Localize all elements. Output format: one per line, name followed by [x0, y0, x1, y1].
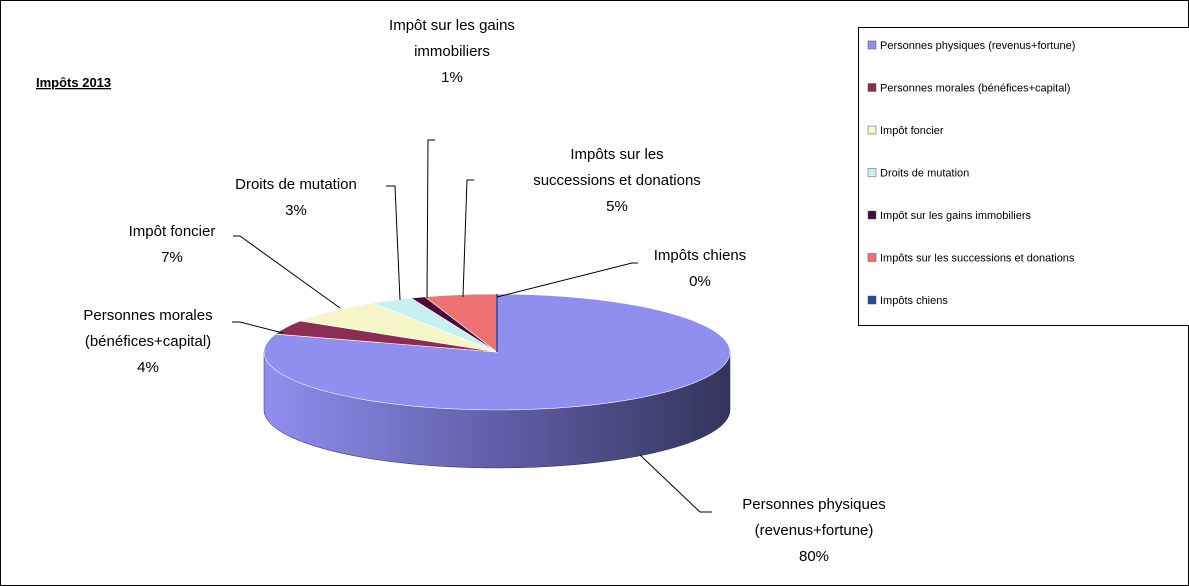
legend-label: Impôt foncier: [880, 125, 944, 137]
data-label-name: Impôts sur les successions et donations: [533, 146, 701, 189]
data-label-name: Impôt foncier: [128, 223, 216, 240]
leader-line: [639, 454, 712, 513]
data-label: Personnes physiques (revenus+fortune) 80%: [729, 492, 899, 570]
legend-swatch: [867, 168, 877, 177]
data-label: Droits de mutation 3%: [211, 172, 381, 224]
data-label: Impôts sur les successions et donations 5…: [532, 142, 702, 220]
data-label: Impôt sur les gains immobiliers 1%: [367, 13, 537, 91]
legend-swatch: [867, 210, 877, 220]
legend-label: Personnes morales (bénéfices+capital): [880, 83, 1070, 95]
leader-line: [386, 185, 401, 301]
leader-line: [426, 139, 435, 299]
legend-swatch: [867, 83, 877, 92]
legend-label: Impôts sur les successions et donations: [880, 253, 1075, 265]
data-label-name: Personnes physiques (revenus+fortune): [742, 496, 886, 539]
leader-line: [232, 321, 284, 334]
pie-slice: [299, 302, 498, 353]
data-label: Impôts chiens 0%: [615, 243, 785, 295]
data-label-value: 3%: [285, 202, 307, 219]
legend-box: [858, 27, 1189, 326]
data-label-value: 7%: [161, 249, 183, 266]
legend-label: Personnes physiques (revenus+fortune): [880, 40, 1075, 52]
data-label-value: 5%: [606, 198, 628, 215]
leader-line: [462, 179, 474, 298]
legend-label: Impôt sur les gains immobiliers: [880, 210, 1031, 222]
legend-swatch: [867, 40, 877, 50]
legend-swatch: [867, 253, 877, 262]
data-label: Impôt foncier 7%: [87, 219, 257, 271]
data-label-value: 1%: [441, 69, 463, 86]
data-label-name: Droits de mutation: [235, 176, 357, 193]
data-label-value: 0%: [689, 273, 711, 290]
data-label: Personnes morales (bénéfices+capital) 4%: [63, 303, 233, 381]
legend-swatch: [867, 295, 877, 305]
legend-label: Impôts chiens: [880, 295, 948, 307]
legend-swatch: [867, 125, 877, 135]
leader-line: [496, 262, 638, 298]
data-label-value: 80%: [798, 548, 830, 565]
leader-line: [233, 235, 341, 309]
data-label-name: Impôts chiens: [653, 247, 747, 264]
chart-title: Impôts 2013: [36, 75, 111, 90]
data-label-name: Personnes morales (bénéfices+capital): [83, 307, 213, 350]
data-label-name: Impôt sur les gains immobiliers: [389, 17, 515, 60]
data-label-value: 4%: [137, 359, 159, 376]
legend-label: Droits de mutation: [880, 168, 969, 180]
